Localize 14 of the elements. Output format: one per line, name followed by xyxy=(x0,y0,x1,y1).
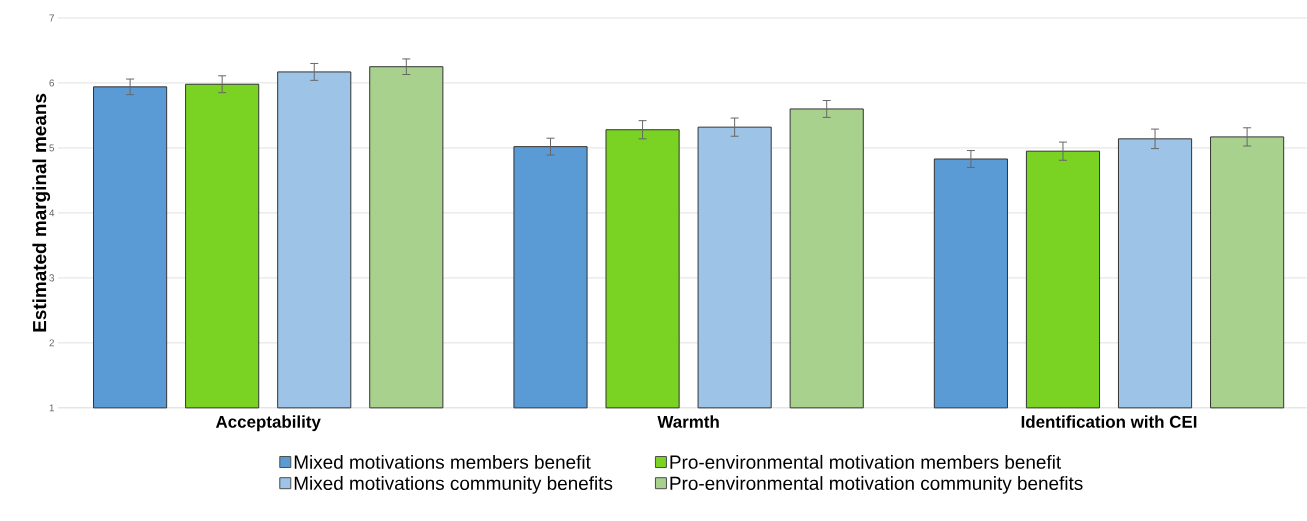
y-tick-label: 2 xyxy=(49,339,54,347)
legend-label: Pro-environmental motivation members benefit xyxy=(670,455,1062,469)
y-tick-label: 1 xyxy=(49,404,54,412)
x-tick-label: Identification with CEI xyxy=(1021,415,1197,428)
y-tick-label: 5 xyxy=(49,144,55,152)
legend-label: Mixed motivations members benefit xyxy=(294,455,591,469)
x-tick-label: Warmth xyxy=(657,415,719,428)
y-tick-label: 4 xyxy=(49,209,55,217)
legend-label: Mixed motivations community benefits xyxy=(294,476,613,494)
y-tick-label: 6 xyxy=(49,79,55,87)
legend-label: Pro-environmental motivation community benefits xyxy=(670,476,1083,494)
y-tick-label: 3 xyxy=(49,274,55,282)
y-tick-label: 7 xyxy=(49,14,54,22)
x-tick-label: Acceptability xyxy=(215,415,321,432)
